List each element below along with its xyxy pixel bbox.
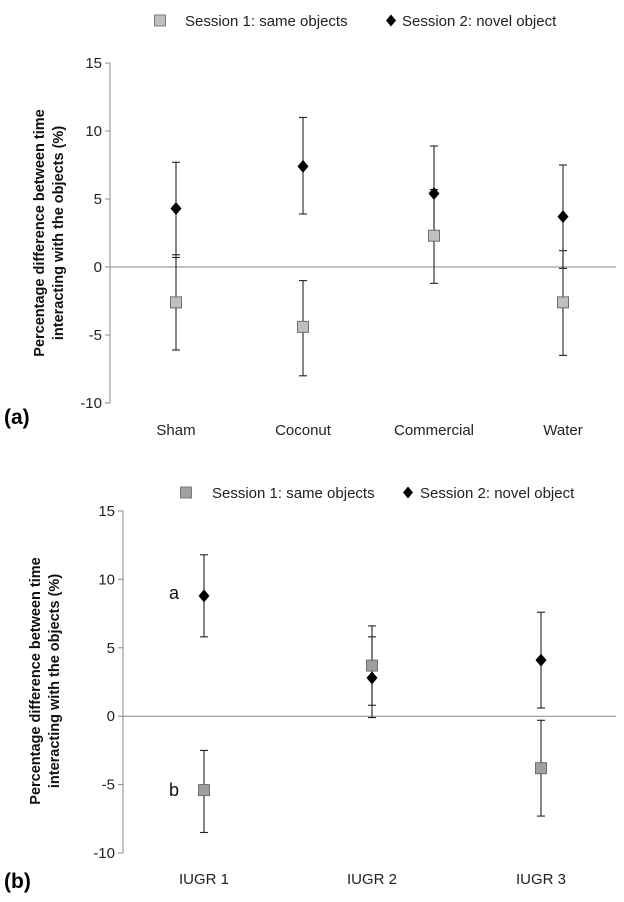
panel-label: (a) xyxy=(4,406,30,429)
data-point-square xyxy=(297,320,309,333)
legend-label: Session 1: same objects xyxy=(185,13,348,30)
data-point-diamond xyxy=(170,202,182,216)
chart-panel-a: Session 1: same objects Session 2: novel … xyxy=(4,13,616,439)
series-session-1 xyxy=(172,188,567,377)
legend: Session 1: same objects Session 2: novel … xyxy=(154,13,557,30)
category-label: Water xyxy=(543,422,582,439)
legend-marker-square xyxy=(180,486,192,499)
legend-label: Session 1: same objects xyxy=(212,485,375,502)
y-tick-label: 5 xyxy=(107,640,115,657)
y-axis-label-line: Percentage difference between time xyxy=(28,557,44,804)
y-tick-label: -5 xyxy=(102,777,115,794)
y-tick-label: 15 xyxy=(85,55,102,72)
y-tick-label: 0 xyxy=(94,259,102,276)
data-point-diamond xyxy=(428,187,440,201)
data-point-diamond xyxy=(366,671,378,685)
y-tick-label: -10 xyxy=(80,395,102,412)
legend-marker-diamond xyxy=(386,14,396,27)
y-axis-label-line: interacting with the objects (%) xyxy=(47,574,63,788)
data-point-square xyxy=(535,762,547,775)
markers-session-1 xyxy=(198,659,547,797)
data-point-square xyxy=(557,296,569,309)
legend: Session 1: same objects Session 2: novel … xyxy=(180,485,575,502)
y-tick-label: -10 xyxy=(93,845,115,862)
category-label: Sham xyxy=(156,422,195,439)
y-axis-label-line: interacting with the objects (%) xyxy=(51,126,67,340)
panel-label: (b) xyxy=(4,870,31,893)
data-point-diamond xyxy=(297,159,309,173)
legend-label: Session 2: novel object xyxy=(420,485,575,502)
data-point-square xyxy=(198,784,210,797)
y-tick-label: 10 xyxy=(98,571,115,588)
markers-session-2 xyxy=(170,159,569,224)
category-label: Commercial xyxy=(394,422,474,439)
y-tick-label: -5 xyxy=(89,327,102,344)
data-point-square xyxy=(428,229,440,242)
data-point-diamond xyxy=(198,589,210,603)
y-axis-label: Percentage difference between time intera… xyxy=(32,109,67,356)
y-axis-label: Percentage difference between time intera… xyxy=(28,557,63,804)
legend-label: Session 2: novel object xyxy=(402,13,557,30)
data-point-square xyxy=(170,296,182,309)
annotation-letter: b xyxy=(169,780,179,800)
legend-marker-square xyxy=(154,14,166,27)
y-tick-label: 5 xyxy=(94,191,102,208)
y-tick-label: 0 xyxy=(107,708,115,725)
y-tick-label: 15 xyxy=(98,503,115,520)
data-point-square xyxy=(366,659,378,672)
markers-session-1 xyxy=(170,229,569,333)
legend-marker-diamond xyxy=(403,486,413,499)
data-point-diamond xyxy=(557,210,569,224)
y-axis-label-line: Percentage difference between time xyxy=(32,109,48,356)
data-point-diamond xyxy=(535,653,547,667)
y-tick-label: 10 xyxy=(85,123,102,140)
markers-session-2 xyxy=(198,589,547,685)
category-label: IUGR 1 xyxy=(179,871,229,888)
chart-panel-b: Session 1: same objects Session 2: novel … xyxy=(4,485,616,893)
category-label: IUGR 3 xyxy=(516,871,566,888)
category-label: IUGR 2 xyxy=(347,871,397,888)
series-session-2 xyxy=(172,116,567,269)
annotation-letter: a xyxy=(169,583,180,603)
category-label: Coconut xyxy=(275,422,332,439)
